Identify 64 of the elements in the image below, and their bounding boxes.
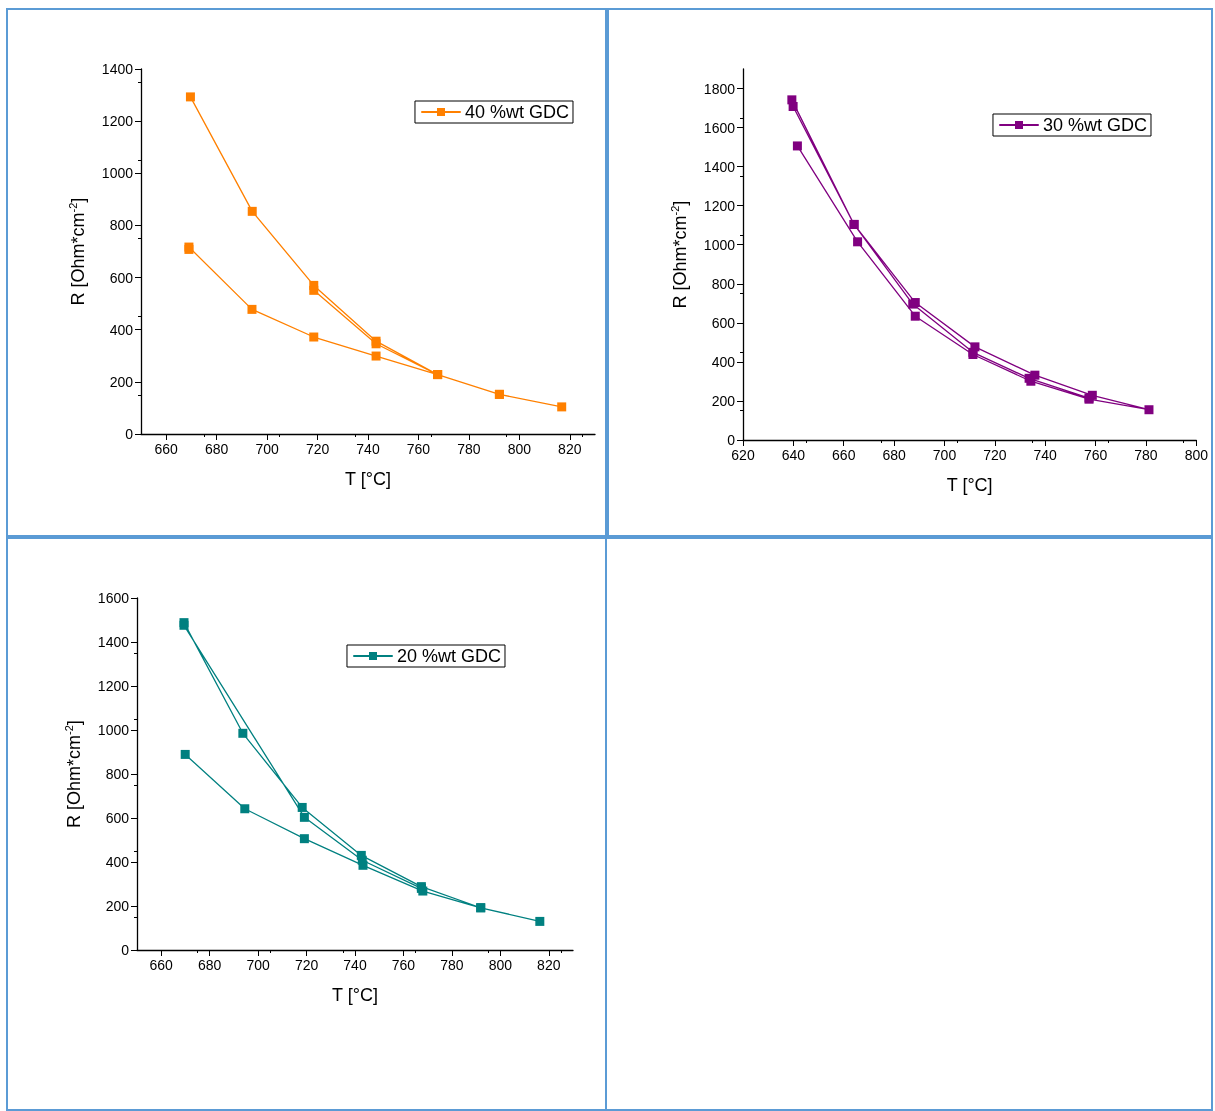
legend-label: 40 %wt GDC — [464, 102, 569, 122]
y-tick-label: 400 — [109, 321, 134, 338]
legend-label: 20 %wt GDC — [396, 646, 501, 666]
y-tick-label: 800 — [105, 766, 130, 782]
y-tick-label: 600 — [105, 810, 130, 826]
y-tick-label: 1600 — [703, 119, 736, 136]
y-tick-label: 800 — [109, 217, 134, 234]
x-tick-label: 660 — [154, 441, 179, 457]
x-tick-label: 700 — [932, 447, 957, 463]
x-tick-label: 680 — [882, 447, 906, 463]
y-tick-label: 1000 — [703, 236, 736, 253]
y-tick-label: 1400 — [97, 634, 130, 650]
y-tick-label: 800 — [711, 275, 736, 292]
y-tick-label: 1200 — [703, 197, 736, 214]
x-tick-label: 760 — [1083, 447, 1108, 463]
x-tick-label: 640 — [781, 447, 806, 463]
x-tick-label: 660 — [832, 447, 856, 463]
x-tick-label: 760 — [406, 441, 431, 457]
x-tick-label: 800 — [507, 441, 532, 457]
x-tick-label: 660 — [149, 957, 174, 973]
x-tick-label: 720 — [983, 447, 1007, 463]
x-tick-label: 780 — [457, 441, 481, 457]
y-tick-label: 200 — [711, 392, 736, 409]
x-tick-label: 680 — [197, 957, 222, 973]
y-tick-label: 400 — [105, 854, 130, 870]
y-axis-title: R [Ohm*cm-2] — [66, 197, 88, 306]
y-tick-label: 1800 — [703, 80, 736, 97]
x-tick-label: 720 — [294, 957, 319, 973]
y-tick-label: 1400 — [101, 61, 134, 77]
y-axis-title: R [Ohm*cm-2] — [62, 720, 84, 828]
y-tick-label: 0 — [727, 432, 736, 448]
x-tick-label: 680 — [204, 441, 229, 457]
x-tick-label: 700 — [246, 957, 270, 973]
y-tick-label: 600 — [711, 314, 736, 331]
x-tick-label: 720 — [305, 441, 330, 457]
x-tick-label: 820 — [537, 957, 561, 973]
y-tick-label: 1400 — [703, 158, 736, 175]
y-tick-label: 1600 — [97, 590, 130, 606]
y-tick-label: 0 — [121, 942, 130, 958]
x-tick-label: 780 — [440, 957, 464, 973]
x-tick-label: 620 — [731, 447, 755, 463]
x-tick-label: 820 — [558, 441, 582, 457]
y-tick-label: 600 — [109, 269, 134, 286]
x-axis-title: T [°C] — [946, 475, 993, 495]
y-tick-label: 1000 — [97, 722, 130, 738]
x-tick-label: 760 — [391, 957, 416, 973]
x-tick-label: 780 — [1134, 447, 1158, 463]
y-tick-label: 1200 — [101, 113, 134, 130]
x-tick-label: 800 — [1184, 447, 1209, 463]
x-axis-title: T [°C] — [345, 469, 391, 489]
x-tick-label: 740 — [1033, 447, 1058, 463]
y-tick-label: 0 — [125, 426, 134, 442]
y-axis-title: R [Ohm*cm-2] — [668, 200, 690, 309]
y-tick-label: 200 — [109, 373, 134, 390]
y-tick-label: 400 — [711, 353, 736, 370]
y-tick-label: 200 — [105, 898, 130, 914]
x-tick-label: 740 — [343, 957, 367, 973]
legend-label: 30 %wt GDC — [1042, 115, 1147, 135]
x-tick-label: 800 — [488, 957, 513, 973]
y-tick-label: 1200 — [97, 678, 130, 694]
x-axis-title: T [°C] — [332, 985, 378, 1005]
x-tick-label: 700 — [255, 441, 279, 457]
y-tick-label: 1000 — [101, 165, 134, 182]
x-tick-label: 740 — [356, 441, 380, 457]
